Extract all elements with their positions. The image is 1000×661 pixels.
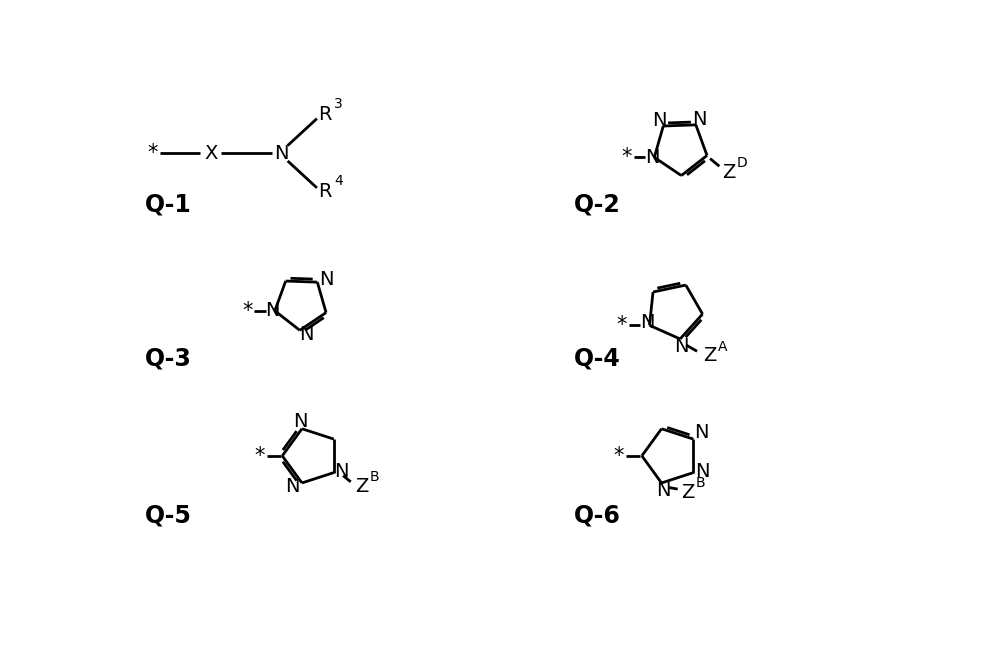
Text: N: N xyxy=(293,412,308,430)
Text: Z: Z xyxy=(681,483,694,502)
Text: N: N xyxy=(285,477,300,496)
Text: *: * xyxy=(147,143,157,163)
Text: N: N xyxy=(274,143,289,163)
Text: N: N xyxy=(674,337,689,356)
Text: *: * xyxy=(614,446,624,466)
Text: Q-3: Q-3 xyxy=(144,347,191,371)
Text: N: N xyxy=(319,270,334,289)
Text: R: R xyxy=(318,105,332,124)
Text: N: N xyxy=(656,481,670,500)
Text: *: * xyxy=(621,147,632,167)
Text: D: D xyxy=(737,156,748,170)
Text: N: N xyxy=(695,461,710,481)
Text: A: A xyxy=(718,340,727,354)
Text: Q-2: Q-2 xyxy=(574,193,621,217)
Text: N: N xyxy=(299,325,313,344)
Text: *: * xyxy=(254,446,264,466)
Text: Z: Z xyxy=(355,477,369,496)
Text: R: R xyxy=(318,182,332,201)
Text: Q-6: Q-6 xyxy=(574,503,621,527)
Text: 3: 3 xyxy=(334,97,343,111)
Text: N: N xyxy=(694,424,708,442)
Text: Q-5: Q-5 xyxy=(144,503,191,527)
Text: N: N xyxy=(640,313,654,332)
Text: Q-1: Q-1 xyxy=(144,193,191,217)
Text: N: N xyxy=(334,461,349,481)
Text: N: N xyxy=(692,110,706,129)
Text: B: B xyxy=(370,470,380,485)
Text: *: * xyxy=(242,301,252,321)
Text: B: B xyxy=(695,476,705,490)
Text: N: N xyxy=(652,111,667,130)
Text: N: N xyxy=(646,148,660,167)
Text: Z: Z xyxy=(722,163,736,182)
Text: N: N xyxy=(265,301,280,321)
Text: *: * xyxy=(617,315,627,335)
Text: Q-4: Q-4 xyxy=(574,347,621,371)
Text: 4: 4 xyxy=(334,174,343,188)
Text: X: X xyxy=(204,143,217,163)
Text: Z: Z xyxy=(703,346,717,366)
